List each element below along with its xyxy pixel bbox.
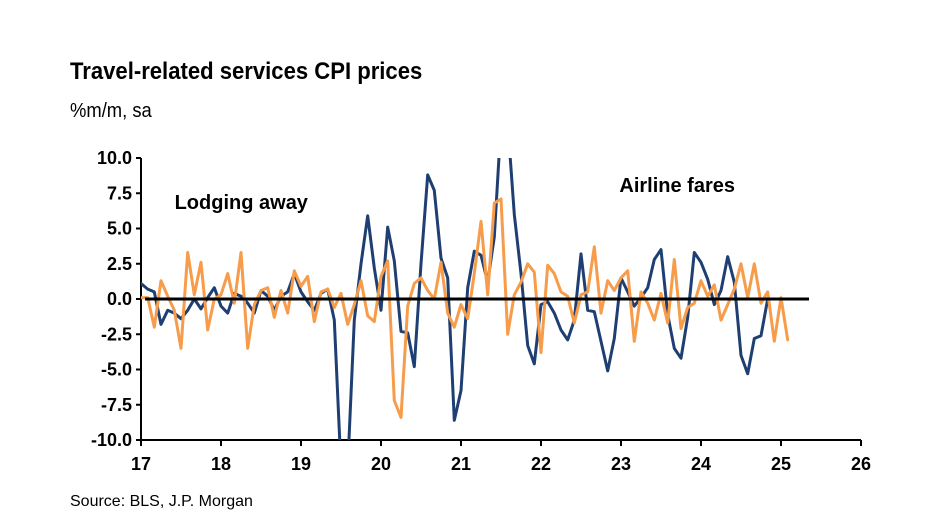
x-tick-label: 22: [531, 454, 551, 474]
chart-subtitle: %m/m, sa: [70, 100, 152, 122]
annotations: Lodging away Airline fares: [175, 175, 735, 214]
y-tick-label: -7.5: [101, 395, 132, 415]
x-tick-label: 21: [451, 454, 471, 474]
series-line-2: [141, 197, 790, 419]
y-tick-label: -2.5: [101, 324, 132, 344]
y-tick-label: -10.0: [91, 430, 132, 450]
x-tick-label: 17: [131, 454, 151, 474]
series-layer: [141, 158, 790, 440]
y-tick-label: 10.0: [97, 148, 132, 168]
x-tick-label: 18: [211, 454, 231, 474]
x-tick-label: 19: [291, 454, 311, 474]
x-tick-label: 23: [611, 454, 631, 474]
y-tick-label: 7.5: [107, 183, 132, 203]
source-note: Source: BLS, J.P. Morgan: [70, 493, 253, 510]
y-tick-label: 2.5: [107, 254, 132, 274]
y-tick-label: 5.0: [107, 219, 132, 239]
x-tick-label: 25: [771, 454, 791, 474]
y-tick-label: 0.0: [107, 289, 132, 309]
annotation-label: Lodging away: [175, 192, 309, 214]
chart-title: Travel-related services CPI prices: [70, 58, 423, 85]
y-tick-label: -5.0: [101, 360, 132, 380]
annotation-label: Airline fares: [619, 175, 735, 197]
x-tick-label: 24: [691, 454, 711, 474]
x-tick-label: 20: [371, 454, 391, 474]
x-tick-label: 26: [851, 454, 871, 474]
